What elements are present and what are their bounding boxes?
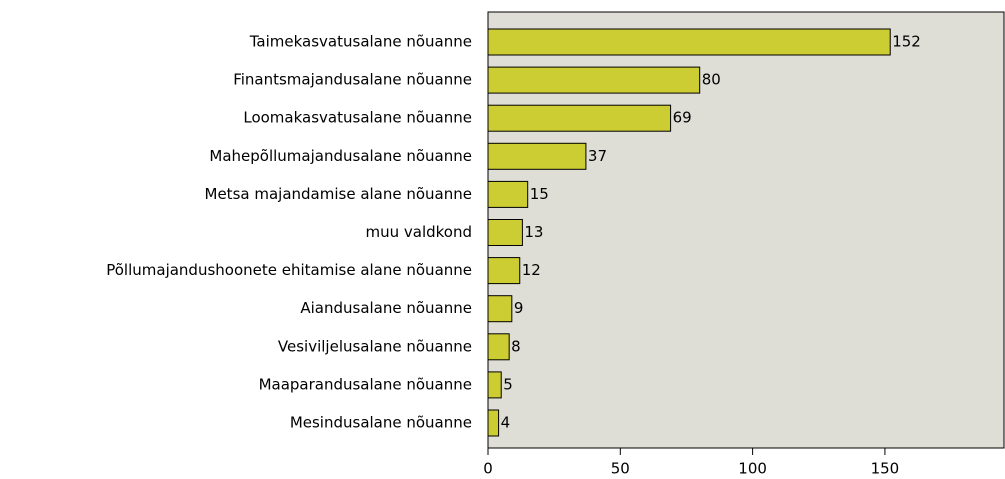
- x-tick-label: 0: [483, 460, 493, 478]
- bar: [487, 104, 672, 132]
- data-label: 152: [892, 33, 921, 51]
- data-label: 9: [514, 299, 524, 317]
- x-tick-label: 150: [871, 460, 900, 478]
- y-tick-label: Põllumajandushoonete ehitamise alane nõu…: [106, 261, 472, 279]
- y-tick-label: Finantsmajandusalane nõuanne: [233, 71, 472, 89]
- y-tick-label: muu valdkond: [365, 223, 472, 241]
- data-label: 80: [702, 71, 721, 89]
- y-tick-label: Metsa majandamise alane nõuanne: [205, 185, 472, 203]
- data-label: 69: [673, 109, 692, 127]
- bar: [487, 66, 701, 94]
- bar: [487, 219, 523, 246]
- bar: [487, 333, 510, 361]
- bar: [487, 142, 587, 170]
- data-label: 8: [511, 337, 521, 355]
- x-tick-label: 50: [611, 460, 630, 478]
- data-label: 5: [503, 375, 513, 393]
- y-tick-label: Aiandusalane nõuanne: [300, 299, 472, 317]
- bar: [487, 371, 502, 399]
- bar: [487, 180, 529, 208]
- y-tick-label: Maaparandusalane nõuanne: [259, 375, 472, 393]
- y-tick-label: Loomakasvatusalane nõuanne: [243, 109, 472, 127]
- bar: [487, 257, 521, 285]
- bar: [487, 409, 500, 437]
- data-label: 15: [530, 185, 549, 203]
- data-label: 4: [501, 414, 511, 432]
- y-tick-label: Mahepõllumajandusalane nõuanne: [209, 147, 472, 165]
- bar: [487, 295, 513, 323]
- data-label: 37: [588, 147, 607, 165]
- y-tick-label: Taimekasvatusalane nõuanne: [249, 33, 472, 51]
- y-tick-label: Vesiviljelusalane nõuanne: [278, 337, 472, 355]
- x-tick-label: 100: [738, 460, 767, 478]
- data-label: 12: [522, 261, 541, 279]
- data-label: 13: [524, 223, 543, 241]
- bar: [487, 28, 891, 56]
- y-tick-label: Mesindusalane nõuanne: [290, 414, 472, 432]
